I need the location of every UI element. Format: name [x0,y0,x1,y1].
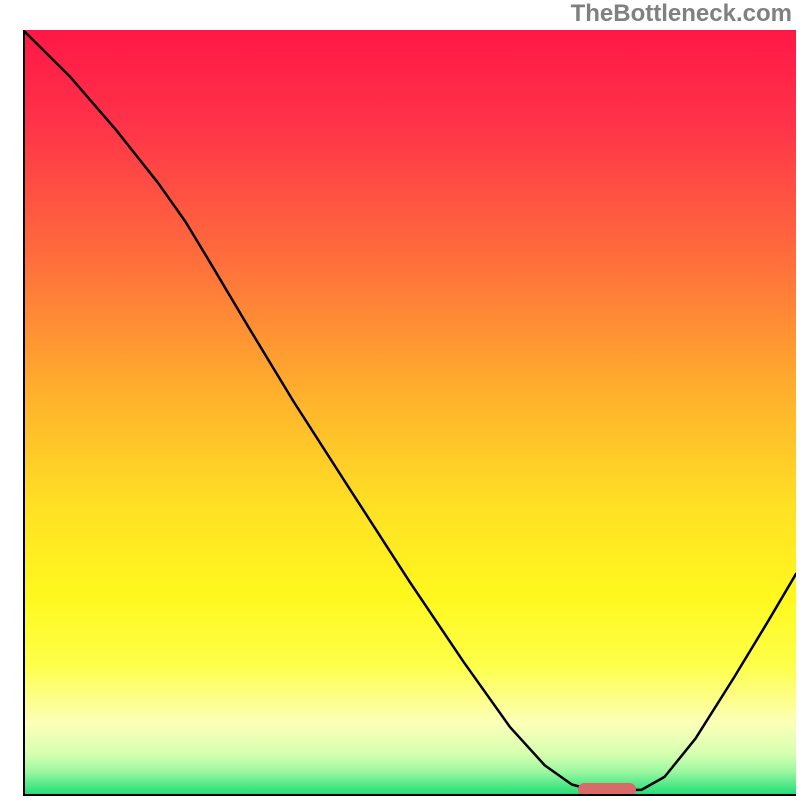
minimum-marker [578,783,636,796]
watermark-text: TheBottleneck.com [571,0,792,28]
curve-line [23,30,796,796]
plot-area [23,30,796,796]
chart-container: TheBottleneck.com [0,0,800,800]
